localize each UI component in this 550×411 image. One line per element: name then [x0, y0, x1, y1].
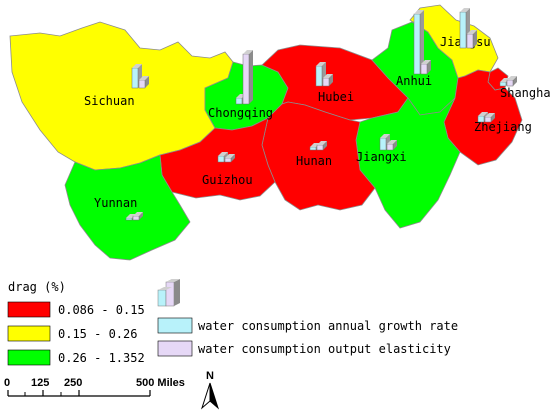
legend-swatch-yellow — [7, 325, 51, 342]
province-guizhou — [159, 117, 276, 201]
legend: drag (%) 0.086 - 0.15 0.15 - 0.26 0.26 -… — [7, 279, 458, 366]
legend-title: drag (%) — [8, 280, 66, 294]
legend-swatch-growth-rate — [157, 317, 193, 334]
province-labels: SichuanChongqingHubeiAnhuiJiangsuShangha… — [84, 35, 550, 210]
scale-tick-label: 500 Miles — [136, 377, 185, 389]
province-regions — [9, 4, 523, 261]
province-label-hunan: Hunan — [296, 154, 332, 168]
legend-swatch-red — [7, 301, 51, 318]
bar-marker-hunan — [309, 141, 327, 151]
legend-class-label: 0.15 - 0.26 — [58, 327, 137, 341]
province-label-guizhou: Guizhou — [202, 173, 253, 187]
bar-marker-jiangxi — [379, 134, 397, 151]
bar-marker-yunnan — [125, 212, 143, 221]
scale-tick-label: 125 — [31, 377, 49, 389]
bar-marker-hubei — [315, 62, 333, 87]
province-label-yunnan: Yunnan — [94, 196, 137, 210]
legend-swatch-elasticity — [157, 340, 193, 357]
legend-bar-icon — [157, 279, 180, 307]
legend-bar-label-growth-rate: water consumption annual growth rate — [198, 319, 458, 333]
bar-marker-sichuan — [131, 64, 149, 89]
scale-tick-label: 0 — [4, 377, 10, 389]
bar-marker-jiangsu — [459, 8, 477, 49]
bar-marker-chongqing — [235, 50, 253, 105]
legend-class-label: 0.086 - 0.15 — [58, 303, 145, 317]
bar-marker-anhui — [413, 10, 431, 75]
province-bar-markers — [125, 8, 517, 221]
province-label-shanghai: Shanghai — [500, 86, 550, 100]
province-label-sichuan: Sichuan — [84, 94, 135, 108]
scale-bar: 0 125 250 500 Miles — [4, 377, 185, 397]
bar-marker-shanghai — [499, 76, 517, 87]
bar-marker-guizhou — [217, 152, 235, 163]
north-label: N — [206, 370, 214, 382]
scale-tick-label: 250 — [64, 377, 82, 389]
bar-marker-zhejiang — [477, 112, 495, 123]
province-label-jiangxi: Jiangxi — [356, 150, 407, 164]
province-label-anhui: Anhui — [396, 74, 432, 88]
province-label-chongqing: Chongqing — [208, 106, 273, 120]
legend-bar-label-elasticity: water consumption output elasticity — [198, 342, 451, 356]
province-label-zhejiang: Zhejiang — [474, 120, 532, 134]
province-label-hubei: Hubei — [318, 90, 354, 104]
north-arrow-icon: N — [200, 370, 220, 410]
legend-swatch-green — [7, 349, 51, 366]
province-yunnan — [64, 154, 191, 261]
legend-class-label: 0.26 - 1.352 — [58, 351, 145, 365]
